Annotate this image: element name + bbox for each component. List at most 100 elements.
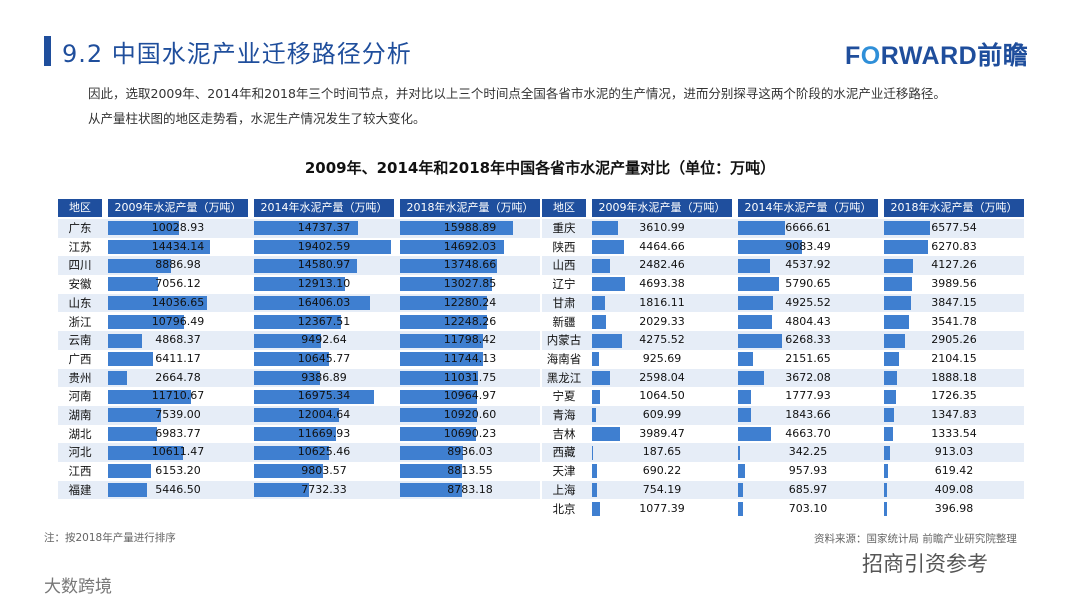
left-value-y2009: 11710.67 [151, 389, 205, 403]
watermark-left: 大数跨境 [44, 577, 112, 597]
right-bar-y2009 [592, 296, 605, 311]
right-bar-y2018 [884, 370, 898, 385]
title-accent-bar [44, 36, 51, 66]
right-region-label: 吉林 [552, 426, 576, 441]
right-value-y2018: 6270.83 [931, 239, 977, 253]
left-bar-y2014 [254, 221, 359, 236]
left-bar-y2018 [400, 483, 462, 498]
left-bar-y2014 [254, 445, 329, 460]
left-value-y2014: 10645.77 [297, 351, 351, 365]
right-bar-y2014 [738, 501, 743, 516]
right-bar-y2018 [884, 314, 909, 329]
right-bar-y2009 [592, 258, 610, 273]
left-bar-y2018 [400, 427, 476, 441]
right-value-y2009: 4275.52 [639, 333, 685, 347]
left-region-label: 云南 [68, 333, 92, 348]
right-region-label: 西藏 [552, 445, 576, 460]
left-value-y2014: 9492.64 [301, 333, 347, 347]
right-value-y2018: 3989.56 [931, 277, 977, 291]
left-bar-y2009 [108, 221, 179, 236]
right-value-y2014: 957.93 [788, 464, 828, 478]
left-bar-y2009 [108, 370, 127, 385]
right-header-3: 2018年水泥产量（万吨） [884, 199, 1024, 217]
right-value-y2018: 1347.83 [931, 408, 977, 421]
right-value-y2014: 4537.92 [785, 258, 831, 272]
left-bar-y2018 [400, 389, 478, 404]
right-value-y2014: 1777.93 [785, 389, 831, 403]
right-value-y2009: 2598.04 [639, 370, 685, 384]
right-value-y2014: 3672.08 [785, 370, 831, 384]
left-bar-y2009 [108, 483, 147, 498]
right-value-y2009: 925.69 [642, 351, 682, 365]
left-bar-y2009 [108, 352, 154, 367]
left-bar-y2009 [108, 258, 171, 273]
right-bar-y2009 [592, 408, 597, 423]
intro-paragraph-line-1: 因此，选取2009年、2014年和2018年三个时间节点，并对比以上三个时间点全… [88, 86, 946, 101]
left-region-label: 河南 [68, 389, 92, 404]
right-value-y2014: 703.10 [788, 501, 828, 515]
right-bar-y2009 [592, 389, 600, 404]
right-value-y2014: 4663.70 [785, 426, 831, 440]
right-value-y2014: 342.25 [788, 445, 828, 459]
right-value-y2009: 1077.39 [639, 501, 685, 515]
right-bar-y2014 [738, 333, 783, 348]
right-bar-y2014 [738, 464, 745, 479]
right-value-y2018: 409.08 [934, 482, 974, 496]
left-value-y2014: 10625.46 [297, 445, 351, 459]
right-value-y2009: 2029.33 [639, 314, 685, 328]
right-bar-y2009 [592, 370, 611, 385]
right-value-y2018: 1726.35 [931, 389, 977, 403]
left-bar-y2018 [400, 277, 492, 292]
right-bar-y2014 [738, 314, 772, 329]
right-value-y2018: 396.98 [934, 501, 974, 515]
right-value-y2009: 1064.50 [639, 389, 685, 403]
right-value-y2018: 3847.15 [931, 295, 977, 309]
left-value-y2009: 7539.00 [155, 408, 201, 421]
right-bar-y2018 [884, 258, 914, 273]
right-value-y2018: 1888.18 [931, 370, 977, 384]
left-bar-y2014 [254, 483, 309, 498]
right-bar-y2009 [592, 427, 621, 441]
right-bar-y2009 [592, 314, 607, 329]
left-bar-y2014 [254, 296, 370, 311]
left-bar-y2018 [400, 314, 487, 329]
right-bar-y2014 [738, 258, 770, 273]
left-bar-y2009 [108, 445, 183, 460]
right-bar-y2018 [884, 352, 899, 367]
right-value-y2014: 4804.43 [785, 314, 831, 328]
right-value-y2014: 5790.65 [785, 277, 831, 291]
right-value-y2018: 6577.54 [931, 221, 977, 234]
left-value-y2018: 14692.03 [443, 239, 497, 253]
watermark-right: 招商引资参考 [862, 552, 988, 576]
right-bar-y2009 [592, 501, 600, 516]
left-bar-y2014 [254, 370, 321, 385]
right-bar-y2018 [884, 483, 887, 498]
right-bar-y2009 [592, 464, 597, 479]
left-value-y2009: 6983.77 [155, 426, 201, 440]
right-row-bg [542, 443, 1024, 463]
left-bar-y2018 [400, 333, 484, 348]
forward-logo: FORWARD前瞻 [845, 42, 1029, 70]
left-value-y2014: 19402.59 [297, 239, 351, 253]
left-value-y2014: 9803.57 [301, 464, 347, 478]
left-value-y2014: 16975.34 [297, 389, 351, 403]
left-value-y2014: 12367.51 [297, 314, 351, 328]
left-value-y2014: 14737.37 [297, 221, 351, 234]
left-value-y2018: 15988.89 [443, 221, 497, 234]
right-bar-y2014 [738, 389, 751, 404]
right-value-y2014: 4925.52 [785, 295, 831, 309]
right-bar-y2014 [738, 277, 779, 292]
left-bar-y2018 [400, 240, 504, 254]
right-value-y2009: 754.19 [642, 482, 682, 496]
right-bar-y2014 [738, 370, 764, 385]
left-region-label: 河北 [68, 445, 92, 460]
right-region-label: 北京 [552, 501, 576, 516]
left-bar-y2014 [254, 314, 342, 329]
right-value-y2018: 4127.26 [931, 258, 977, 272]
right-bar-y2018 [884, 408, 894, 423]
left-region-label: 安徽 [68, 277, 92, 292]
right-value-y2009: 1816.11 [639, 295, 685, 309]
left-value-y2018: 11031.75 [443, 370, 497, 384]
left-value-y2018: 10690.23 [443, 426, 497, 440]
left-value-y2009: 10611.47 [151, 445, 205, 459]
